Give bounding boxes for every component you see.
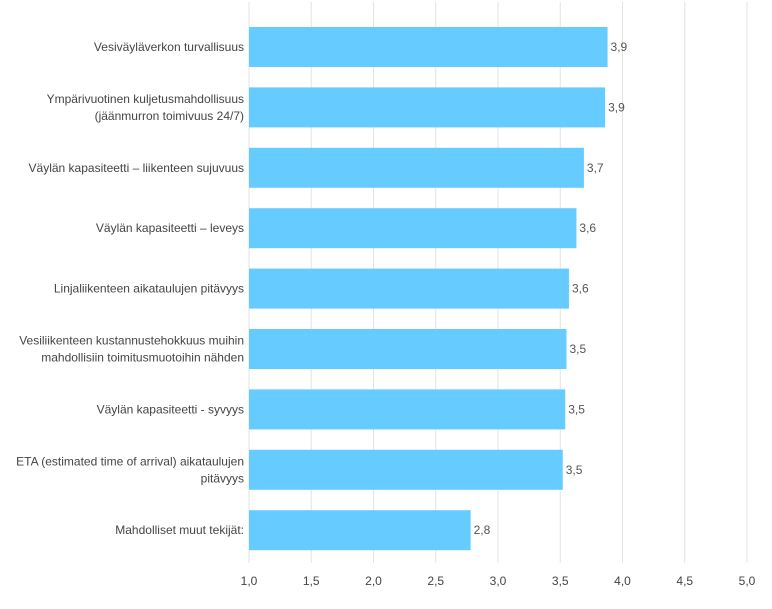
bar [249,329,567,369]
category-label: Vesiväyläverkon turvallisuus [94,40,244,54]
category-label: Mahdolliset muut tekijät: [115,523,244,537]
category-label: Linjaliikenteen aikataulujen pitävyys [54,282,244,296]
value-label: 3,7 [587,161,604,175]
value-labels-layer: 3,9 3,9 3,7 3,6 3,6 3,5 3,5 3,5 2,8 [474,40,628,537]
bar [249,449,563,490]
x-tick-label: 2,0 [365,574,382,588]
value-label: 3,9 [611,40,628,54]
category-labels-layer: Vesiväyläverkon turvallisuus Ympärivuotin… [16,40,244,537]
category-label: Väylän kapasiteetti - syvyys [97,402,244,416]
x-tick-label: 4,5 [676,574,693,588]
value-label: 2,8 [474,523,491,537]
x-tick-label: 4,0 [614,574,631,588]
category-label: (jäänmurron toimivuus 24/7) [95,109,244,123]
bar [249,208,577,249]
x-tick-label: 5,0 [739,574,756,588]
bars-layer [249,27,608,551]
category-label: pitävyys [201,471,244,485]
bar [249,87,606,128]
x-tick-label: 3,0 [490,574,507,588]
value-label: 3,5 [568,402,585,416]
bar [249,27,608,67]
category-label: Ympärivuotinen kuljetusmahdollisuus [47,92,244,106]
value-label: 3,5 [569,342,586,356]
category-label: Väylän kapasiteetti – liikenteen sujuvuu… [29,161,244,175]
x-tick-label: 3,5 [552,574,569,588]
bar [249,389,566,430]
value-label: 3,6 [572,282,589,296]
x-tick-label: 1,5 [303,574,320,588]
category-label: mahdollisiin toimitusmuotoihin nähden [41,351,244,365]
value-label: 3,6 [579,221,596,235]
category-label: Väylän kapasiteetti – leveys [96,221,244,235]
x-tick-label: 2,5 [427,574,444,588]
bar [249,147,584,188]
x-tick-label: 1,0 [241,574,258,588]
bar [249,510,471,551]
bar [249,268,569,309]
category-label: Vesiliikenteen kustannustehokkuus muihin [19,334,244,348]
category-label: ETA (estimated time of arrival) aikataul… [16,454,244,468]
value-label: 3,5 [566,463,583,477]
value-label: 3,9 [608,100,625,114]
x-axis-ticks-layer: 1,0 1,5 2,0 2,5 3,0 3,5 4,0 4,5 5,0 [241,574,756,588]
